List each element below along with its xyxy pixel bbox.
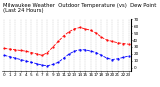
Text: Milwaukee Weather  Outdoor Temperature (vs)  Dew Point  (Last 24 Hours): Milwaukee Weather Outdoor Temperature (v… xyxy=(3,3,158,13)
